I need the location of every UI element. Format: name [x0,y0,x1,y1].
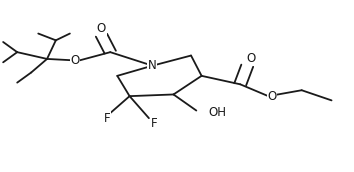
Text: O: O [246,52,255,65]
Text: O: O [97,22,106,35]
Text: O: O [267,90,276,103]
Text: O: O [70,54,80,67]
Text: F: F [103,112,110,125]
Text: OH: OH [209,106,227,119]
Text: F: F [151,117,158,130]
Text: N: N [148,59,157,72]
